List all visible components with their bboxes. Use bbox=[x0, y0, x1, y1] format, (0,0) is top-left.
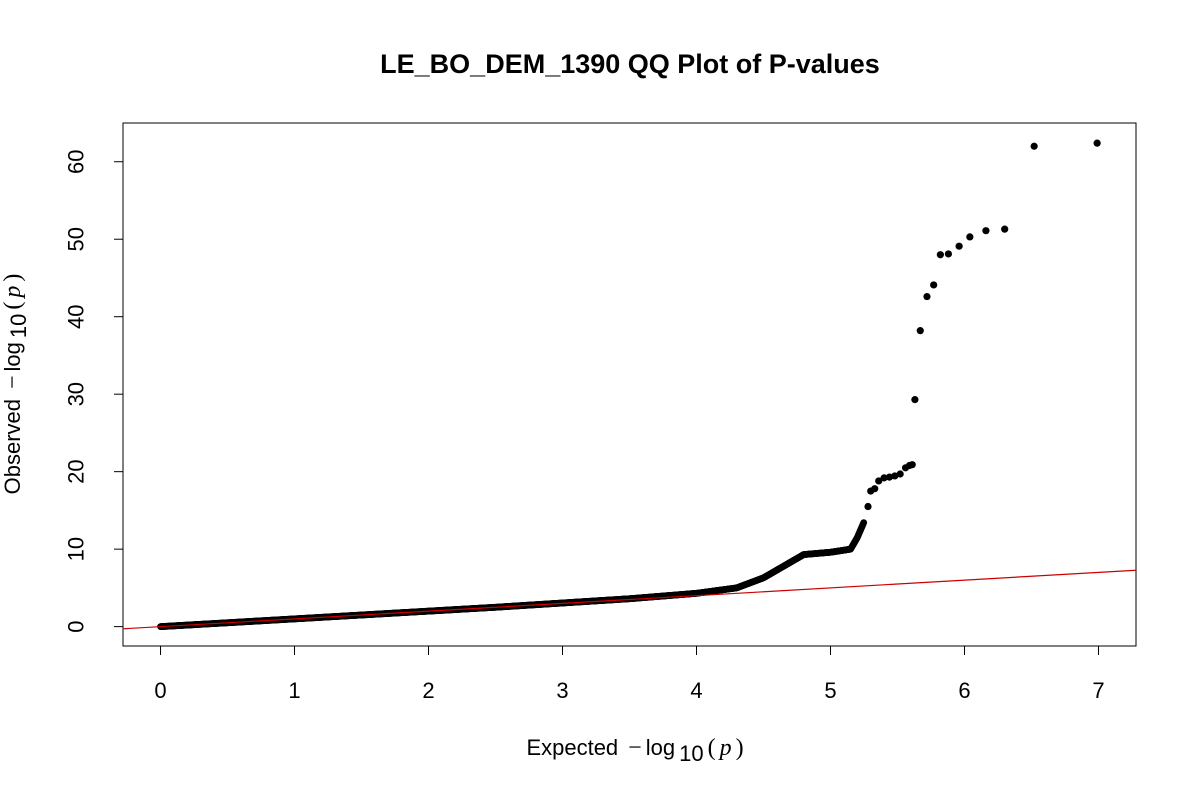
data-point bbox=[864, 502, 872, 511]
data-point bbox=[966, 233, 974, 241]
data-point bbox=[908, 461, 916, 469]
x-tick-label: 1 bbox=[288, 678, 300, 703]
data-point bbox=[923, 292, 931, 301]
data-point bbox=[955, 242, 963, 250]
y-tick-label: 50 bbox=[64, 227, 89, 251]
data-point bbox=[896, 470, 904, 478]
reference-line bbox=[123, 569, 1136, 630]
x-axis: 0 1 2 3 4 5 6 7 bbox=[154, 645, 1105, 703]
x-tick-label: 3 bbox=[556, 678, 568, 703]
x-tick-label: 7 bbox=[1092, 678, 1104, 703]
data-point bbox=[1001, 225, 1009, 233]
y-tick-label: 0 bbox=[64, 621, 89, 633]
x-tick-label: 5 bbox=[824, 678, 836, 703]
x-tick-label: 4 bbox=[690, 678, 702, 703]
data-point bbox=[885, 473, 894, 481]
data-point bbox=[936, 251, 944, 259]
x-tick-label: 6 bbox=[958, 678, 970, 703]
plot-area bbox=[123, 139, 1136, 631]
y-tick-label: 20 bbox=[64, 459, 89, 483]
plot-frame bbox=[122, 122, 1137, 647]
data-point bbox=[871, 485, 879, 493]
data-point bbox=[875, 477, 883, 485]
x-axis-label: Expected − log 10 ( p ) bbox=[526, 735, 743, 766]
chart-title: LE_BO_DEM_1390 QQ Plot of P-values bbox=[380, 49, 880, 79]
data-point bbox=[944, 250, 953, 258]
y-tick-label: 40 bbox=[64, 304, 89, 328]
x-tick-label: 0 bbox=[154, 678, 166, 703]
data-point bbox=[880, 474, 888, 482]
data-point bbox=[911, 396, 919, 404]
data-point bbox=[916, 327, 924, 335]
y-axis: 0 10 20 30 40 50 60 bbox=[64, 149, 124, 633]
y-tick-label: 10 bbox=[64, 537, 89, 561]
data-point bbox=[1093, 139, 1101, 147]
data-point bbox=[860, 519, 868, 527]
data-point bbox=[1030, 142, 1038, 150]
data-point bbox=[982, 227, 990, 235]
y-axis-label: Observed − log 10 ( p ) bbox=[0, 274, 31, 495]
data-point bbox=[930, 281, 938, 289]
y-tick-label: 60 bbox=[64, 149, 89, 173]
x-tick-label: 2 bbox=[422, 678, 434, 703]
y-tick-label: 30 bbox=[64, 382, 89, 406]
